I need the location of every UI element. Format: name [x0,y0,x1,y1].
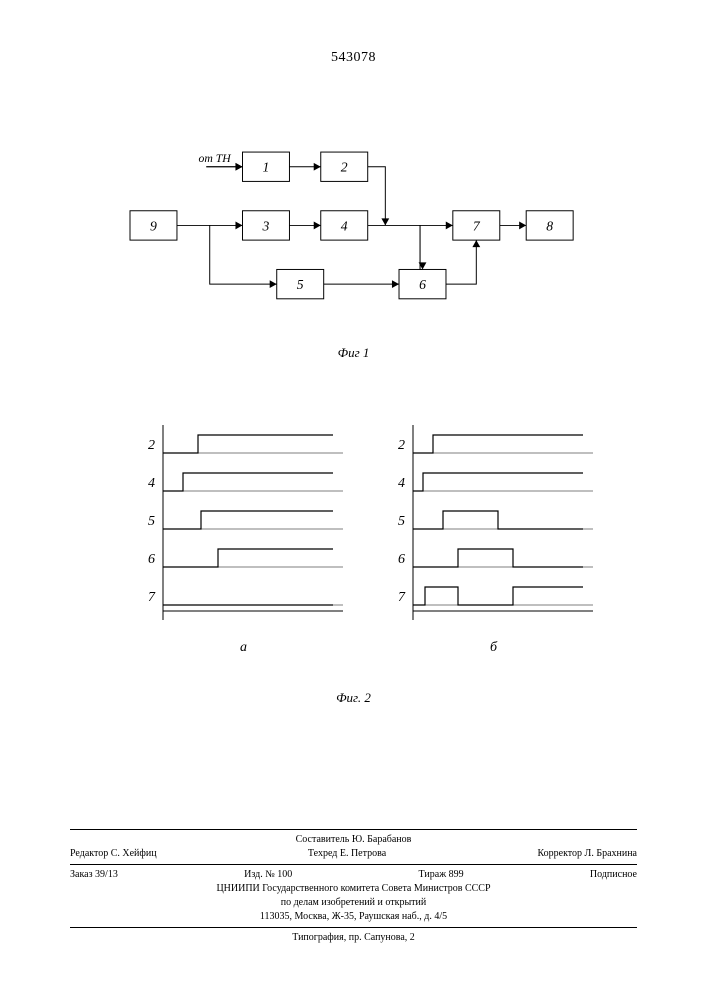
svg-text:6: 6 [148,552,155,567]
svg-text:4: 4 [398,476,405,491]
footer-typo: Типография, пр. Сапунова, 2 [70,931,637,945]
document-number: 543078 [0,50,707,66]
svg-text:7: 7 [398,590,406,605]
fig1-caption: Фиг 1 [0,345,707,361]
timing-diagram-a: 2 4 5 6 7 [145,420,345,640]
svg-text:от ТН: от ТН [198,152,231,165]
footer-techred: Техред Е. Петрова [308,847,386,861]
footer-corrector: Корректор Л. Брахнина [537,847,637,861]
footer-order: Заказ 39/13 [70,868,118,882]
footer-compiler: Составитель Ю. Барабанов [70,833,637,847]
svg-text:5: 5 [398,514,405,529]
svg-text:6: 6 [419,277,426,292]
svg-text:5: 5 [297,277,304,292]
block-diagram: 1 2 9 3 4 7 8 5 6 от ТН [130,150,580,340]
svg-text:3: 3 [262,218,270,233]
svg-text:7: 7 [148,590,156,605]
svg-text:8: 8 [546,218,553,233]
svg-text:2: 2 [341,160,348,175]
timing-diagram-b: 2 4 5 6 7 [395,420,595,640]
fig2-caption: Фиг. 2 [0,690,707,706]
svg-text:5: 5 [148,514,155,529]
svg-text:7: 7 [473,218,481,233]
svg-text:1: 1 [263,160,270,175]
timing-sublabel-b: б [490,640,497,656]
footer-org2: по делам изобретений и открытий [70,896,637,910]
footer-addr: 113035, Москва, Ж-35, Раушская наб., д. … [70,910,637,924]
svg-text:4: 4 [341,218,348,233]
footer-editor: Редактор С. Хейфиц [70,847,157,861]
svg-text:2: 2 [148,438,155,453]
svg-text:2: 2 [398,438,405,453]
footer-sub: Подписное [590,868,637,882]
footer-izd: Изд. № 100 [244,868,292,882]
footer-tirazh: Тираж 899 [419,868,464,882]
footer-block: Составитель Ю. Барабанов Редактор С. Хей… [70,826,637,945]
svg-text:9: 9 [150,218,157,233]
timing-sublabel-a: а [240,640,247,656]
footer-org1: ЦНИИПИ Государственного комитета Совета … [70,882,637,896]
svg-text:6: 6 [398,552,405,567]
svg-text:4: 4 [148,476,155,491]
